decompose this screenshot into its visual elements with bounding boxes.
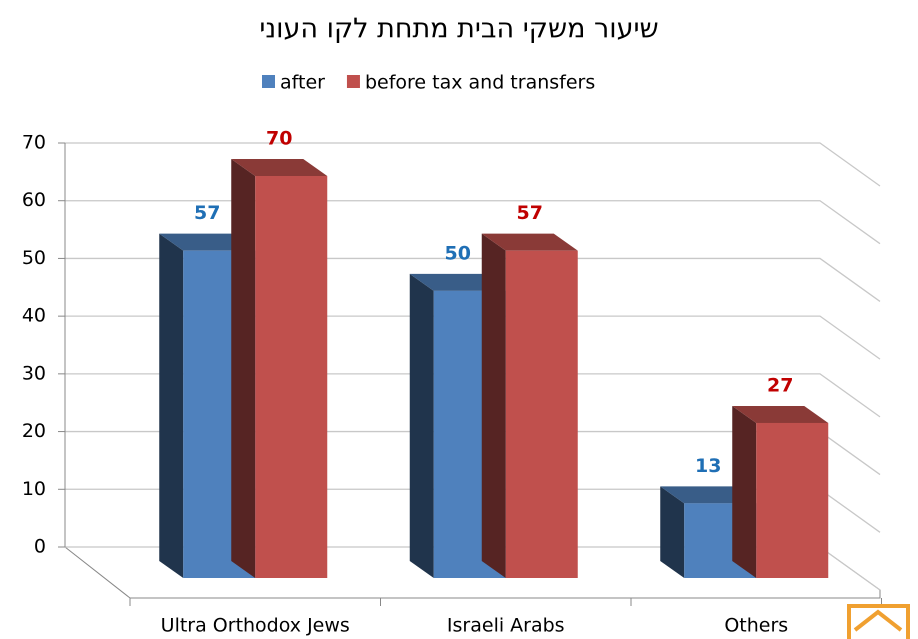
data-label: 27 [767,374,793,396]
y-tick-label: 50 [22,247,46,269]
legend-swatch [262,75,275,88]
y-tick-label: 0 [34,536,46,558]
y-tick-label: 40 [22,305,46,327]
y-tick-label: 20 [22,420,46,442]
bar-side [409,273,434,578]
bar [732,405,829,578]
y-tick-label: 70 [22,132,46,154]
data-label: 50 [445,242,471,264]
grid-line [65,142,881,187]
bar-side [660,486,685,578]
y-tick-label: 10 [22,478,46,500]
data-label: 57 [194,202,220,224]
bar-front [505,250,578,578]
bar [231,159,328,578]
legend-swatch [346,75,360,88]
bar-front [756,422,829,578]
bar-side [159,233,184,578]
bar-side [231,159,256,578]
bar-front [255,176,328,578]
x-tick-label: Ultra Orthodox Jews [161,615,350,637]
data-label: 13 [695,455,721,477]
bar [481,233,578,578]
bar-side [481,233,506,578]
y-tick-label: 60 [22,189,46,211]
data-label: 70 [266,128,292,150]
bar-side [732,405,757,578]
bar-top [732,405,829,423]
legend-label: after [280,72,325,94]
y-tick-label: 30 [22,362,46,384]
data-label: 57 [517,202,543,224]
x-tick-label: Israeli Arabs [447,615,565,637]
bar-top [481,233,578,251]
logo [847,604,910,639]
chart-title: שיעור משקי הבית מתחת לקו העוני [259,14,658,45]
x-tick-label: Others [724,615,788,637]
legend-label: before tax and transfers [365,72,595,94]
bar-top [231,159,328,176]
